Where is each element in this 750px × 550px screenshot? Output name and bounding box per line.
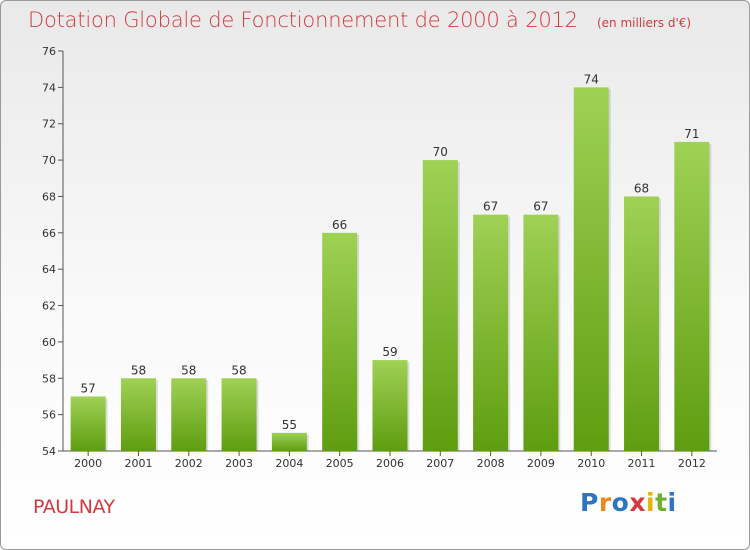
bar-value-label: 58 — [131, 363, 146, 377]
bar-value-label: 58 — [181, 363, 196, 377]
logo-letter: P — [580, 488, 599, 517]
x-tick-label: 2007 — [426, 457, 454, 470]
y-tick-label: 64 — [42, 263, 56, 276]
chart-subtitle: (en milliers d'€) — [596, 16, 692, 30]
y-tick-label: 74 — [42, 81, 56, 94]
logo-letter: t — [655, 488, 668, 517]
bar-group — [372, 360, 410, 451]
bar-value-label: 67 — [533, 200, 548, 214]
bar-group — [171, 378, 209, 451]
bar — [674, 141, 710, 451]
y-tick-label: 72 — [42, 118, 56, 131]
bar-group — [322, 232, 360, 451]
y-tick-label: 68 — [42, 190, 56, 203]
bar — [171, 378, 207, 451]
bar — [221, 378, 257, 451]
bar-value-label: 58 — [231, 363, 246, 377]
bar-group — [523, 214, 561, 451]
logo-letter: i — [646, 488, 656, 517]
y-tick-label: 58 — [42, 372, 56, 385]
y-tick-label: 66 — [42, 227, 56, 240]
bar — [422, 160, 458, 451]
bar-value-label: 70 — [433, 145, 448, 159]
x-tick-label: 2009 — [527, 457, 555, 470]
x-tick-label: 2012 — [678, 457, 706, 470]
chart-title: Dotation Globale de Fonctionnement de 20… — [28, 8, 578, 32]
bar-group — [573, 87, 611, 451]
y-tick-label: 60 — [42, 336, 56, 349]
x-tick-label: 2004 — [275, 457, 303, 470]
y-tick-label: 62 — [42, 300, 56, 313]
bar — [523, 214, 559, 451]
y-tick-label: 56 — [42, 409, 56, 422]
bar-value-label: 71 — [684, 127, 699, 141]
bar — [624, 196, 660, 451]
place-name: PAULNAY — [33, 496, 115, 518]
x-tick-label: 2003 — [225, 457, 253, 470]
bar-value-label: 74 — [584, 72, 599, 86]
proxiti-logo[interactable]: Proxiti — [580, 488, 677, 517]
y-tick-label: 70 — [42, 154, 56, 167]
logo-letter: o — [611, 488, 630, 517]
logo-letter: i — [667, 488, 677, 517]
bar — [70, 396, 106, 451]
bar-group — [422, 160, 460, 451]
bar-group — [674, 141, 712, 451]
x-tick-label: 2005 — [326, 457, 354, 470]
bar-group — [221, 378, 259, 451]
bar-value-label: 68 — [634, 181, 649, 195]
x-tick-label: 2008 — [477, 457, 505, 470]
bar-group — [473, 214, 511, 451]
y-tick-label: 76 — [42, 45, 56, 58]
x-tick-label: 2000 — [74, 457, 102, 470]
bar-value-label: 55 — [282, 418, 297, 432]
bar-group — [120, 378, 158, 451]
bar-value-label: 67 — [483, 200, 498, 214]
x-tick-label: 2001 — [124, 457, 152, 470]
bar — [271, 432, 307, 451]
x-tick-label: 2006 — [376, 457, 404, 470]
bar — [372, 360, 408, 451]
y-tick-label: 54 — [42, 445, 56, 458]
bar-group — [624, 196, 662, 451]
logo-letter: r — [598, 488, 612, 517]
bar — [120, 378, 156, 451]
bar-group — [70, 396, 108, 451]
bar — [473, 214, 509, 451]
bar — [322, 232, 358, 451]
x-tick-label: 2011 — [628, 457, 656, 470]
logo-letter: x — [629, 488, 646, 517]
bar — [573, 87, 609, 451]
bar-group — [271, 432, 309, 451]
x-tick-label: 2002 — [175, 457, 203, 470]
bar-value-label: 66 — [332, 218, 347, 232]
chart-title-block: Dotation Globale de Fonctionnement de 20… — [28, 8, 691, 32]
bar-value-label: 59 — [382, 345, 397, 359]
x-tick-label: 2010 — [577, 457, 605, 470]
bar-value-label: 57 — [81, 381, 96, 395]
